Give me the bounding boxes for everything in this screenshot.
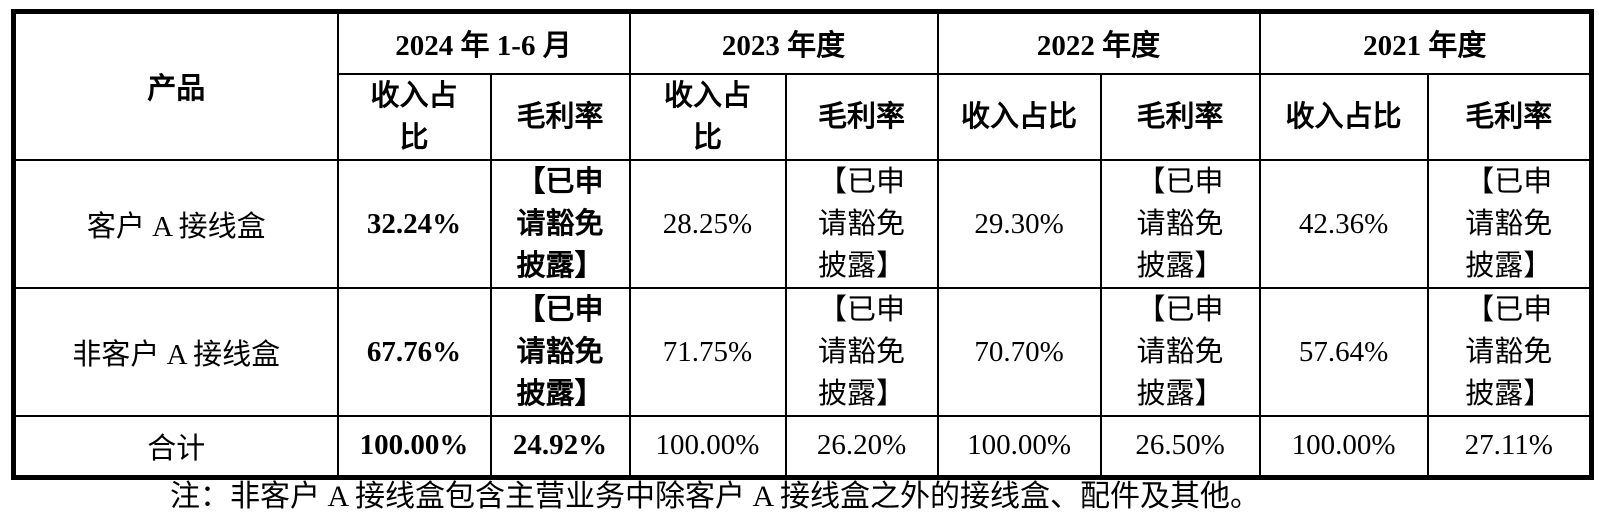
value-cell-2023-revenue-share: 71.75% [628,286,787,417]
header-row-metrics: 收入占 比 毛利率 收入占 比 毛利率 收入占比 毛利率 收入占比 毛利率 [14,72,1593,161]
value-cell-2024-gross-margin: 【已申 请豁免 披露】 [489,286,631,417]
table-note: 注：非客户 A 接线盒包含主营业务中除客户 A 接线盒之外的接线盒、配件及其他。 [170,480,1261,513]
subheader-2021-revenue-share: 收入占比 [1258,72,1429,161]
value-cell-2022-gross-margin: 26.50% [1099,414,1261,479]
revenue-gross-margin-table: 产品 2024 年 1-6 月 2023 年度 2022 年度 2021 年度 … [11,9,1595,480]
value-cell-2024-revenue-share: 100.00% [336,414,492,479]
value-cell-2024-revenue-share: 67.76% [336,286,492,417]
product-cell: 非客户 A 接线盒 [12,286,339,417]
value-cell-2022-gross-margin: 【已申 请豁免 披露】 [1099,286,1261,417]
value-cell-2023-gross-margin: 【已申 请豁免 披露】 [784,286,939,417]
value-cell-2023-gross-margin: 26.20% [784,414,939,479]
value-cell-2021-gross-margin: 【已申 请豁免 披露】 [1426,286,1593,417]
product-cell: 合计 [12,414,339,479]
value-cell-2024-gross-margin: 24.92% [489,414,631,479]
subheader-2021-gross-margin: 毛利率 [1426,72,1593,161]
table: 产品 2024 年 1-6 月 2023 年度 2022 年度 2021 年度 … [11,9,1595,480]
period-header-2023: 2023 年度 [628,10,939,75]
period-header-2022: 2022 年度 [936,10,1261,75]
value-cell-2023-revenue-share: 100.00% [628,414,787,479]
value-cell-2021-gross-margin: 【已申 请豁免 披露】 [1426,158,1593,289]
value-cell-2024-revenue-share: 32.24% [336,158,492,289]
subheader-2023-revenue-share: 收入占 比 [628,72,787,161]
value-cell-2021-revenue-share: 100.00% [1258,414,1429,479]
table-row-non-customer-a: 非客户 A 接线盒 67.76% 【已申 请豁免 披露】 71.75% 【已申 … [12,286,1593,417]
value-cell-2022-revenue-share: 100.00% [936,414,1102,479]
value-cell-2022-revenue-share: 29.30% [936,158,1102,289]
header-row-periods: 产品 2024 年 1-6 月 2023 年度 2022 年度 2021 年度 [12,10,1593,161]
subheader-2023-gross-margin: 毛利率 [784,72,939,161]
value-cell-2021-revenue-share: 42.36% [1258,158,1429,289]
subheader-2024-revenue-share: 收入占 比 [336,72,492,161]
table-row-total: 合计 100.00% 24.92% 100.00% 26.20% 100.00%… [12,414,1593,479]
subheader-2022-gross-margin: 毛利率 [1099,72,1261,161]
value-cell-2022-gross-margin: 【已申 请豁免 披露】 [1099,158,1261,289]
subheader-2024-gross-margin: 毛利率 [489,72,631,161]
value-cell-2021-revenue-share: 57.64% [1258,286,1429,417]
product-cell: 客户 A 接线盒 [12,158,339,289]
value-cell-2022-revenue-share: 70.70% [936,286,1102,417]
value-cell-2021-gross-margin: 27.11% [1426,414,1593,479]
subheader-2022-revenue-share: 收入占比 [936,72,1102,161]
period-header-2021: 2021 年度 [1258,10,1593,75]
table-row-customer-a: 客户 A 接线盒 32.24% 【已申 请豁免 披露】 28.25% 【已申 请… [12,158,1593,289]
period-header-2024: 2024 年 1-6 月 [336,10,631,75]
value-cell-2023-gross-margin: 【已申 请豁免 披露】 [784,158,939,289]
value-cell-2024-gross-margin: 【已申 请豁免 披露】 [489,158,631,289]
product-column-header: 产品 [12,10,339,161]
value-cell-2023-revenue-share: 28.25% [628,158,787,289]
